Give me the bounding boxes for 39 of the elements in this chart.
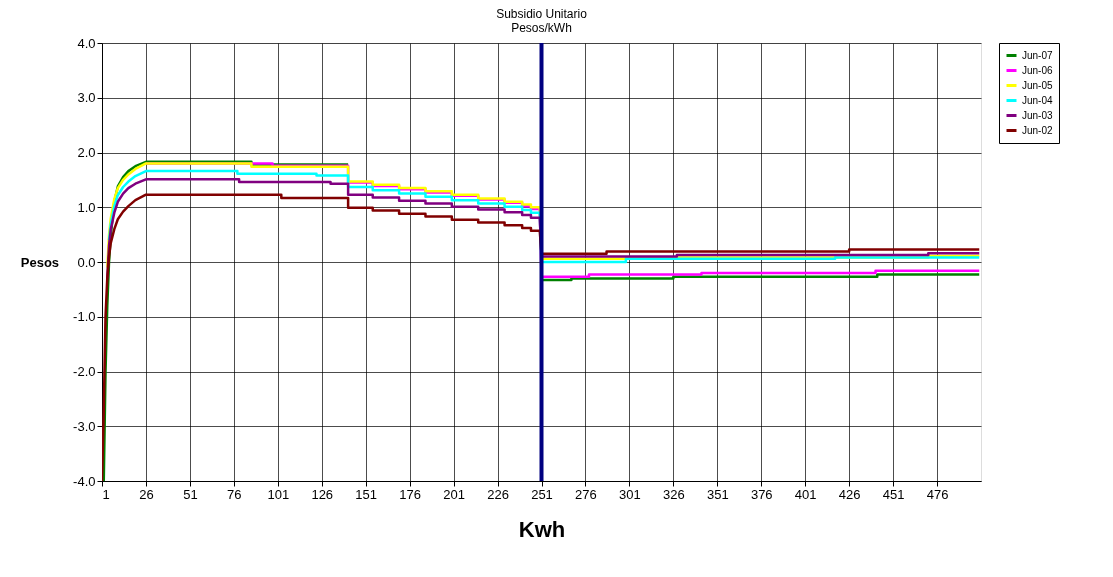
x-tick-label: 376 [750,486,773,502]
legend-label: Jun-03 [1022,109,1054,121]
x-tick-label: 26 [139,486,154,502]
x-tick-label: 276 [575,486,597,502]
x-tick-label: 326 [663,486,685,502]
legend-label: Jun-02 [1022,124,1054,136]
x-tick-label: 201 [443,486,465,502]
x-tick-label: 101 [267,486,290,502]
y-tick-label: 4.0 [77,35,96,51]
y-tick-label: 1.0 [77,199,96,215]
y-tick-label: 3.0 [77,90,96,106]
chart-title: Subsidio Unitario [496,7,588,21]
x-tick-label: 126 [311,486,334,502]
y-tick-label: -1.0 [73,309,96,325]
y-axis-title: Pesos [20,254,60,270]
y-tick-label: 0.0 [77,254,96,270]
x-tick-label: 251 [531,486,553,502]
x-tick-label: 426 [838,486,861,502]
y-tick-label: -4.0 [73,473,96,489]
x-tick-label: 351 [706,486,729,502]
x-tick-label: 151 [355,486,378,502]
x-tick-label: 226 [487,486,509,502]
legend-label: Jun-07 [1022,49,1054,61]
legend-label: Jun-05 [1022,79,1054,91]
x-tick-label: 1 [102,486,110,502]
y-tick-label: -3.0 [73,418,96,434]
x-tick-label: 76 [227,486,242,502]
x-tick-label: 301 [619,486,641,502]
x-tick-label: 476 [926,486,949,502]
x-axis-title: Kwh [518,516,566,542]
legend-label: Jun-06 [1022,64,1054,76]
x-tick-label: 451 [882,486,905,502]
legend-label: Jun-04 [1022,94,1054,106]
chart-subtitle: Pesos/kWh [511,21,572,35]
x-tick-label: 176 [399,486,421,502]
y-tick-label: -2.0 [73,364,96,379]
x-tick-label: 401 [794,486,817,502]
x-tick-label: 51 [183,486,198,502]
y-tick-label: 2.0 [77,145,96,160]
